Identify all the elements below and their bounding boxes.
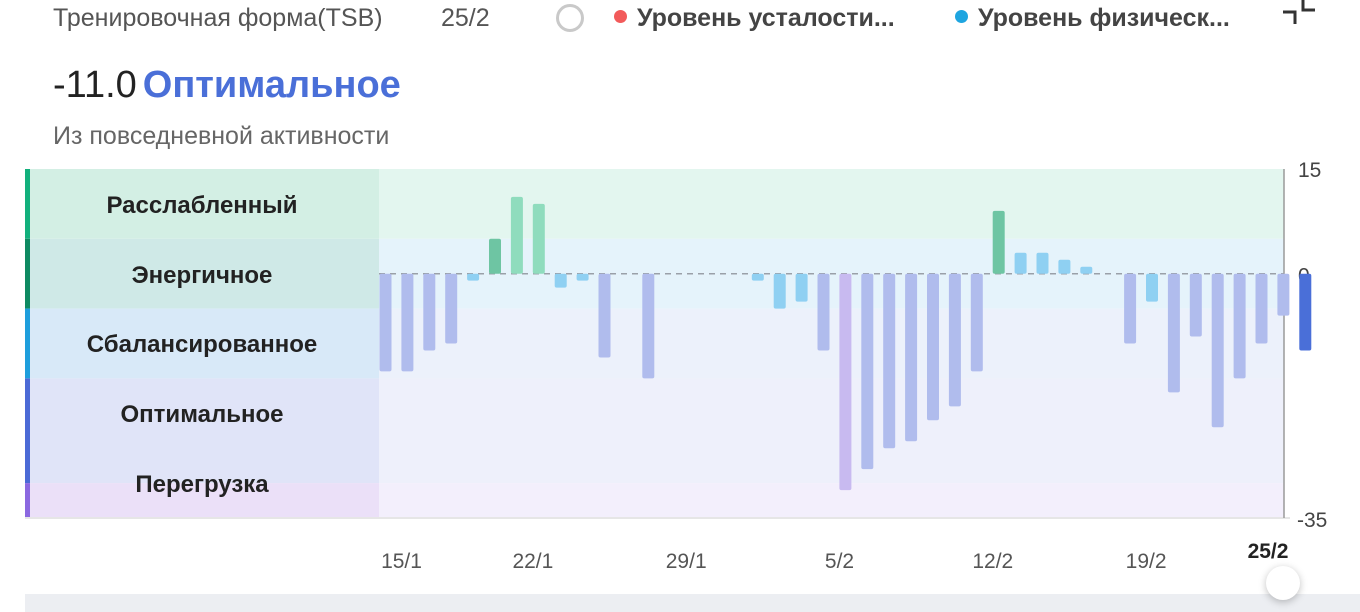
bar (401, 273, 414, 372)
bar (1255, 273, 1268, 344)
zone-band (379, 378, 1284, 484)
zone-label-bg (25, 308, 379, 379)
bar (905, 273, 918, 442)
tsb-chart: Расслабленный Энергичное Сбалансированное О… (25, 159, 1327, 573)
bar (992, 210, 1005, 274)
bar (795, 273, 808, 302)
bar (445, 273, 458, 344)
zone-indicator (25, 483, 30, 518)
bar (1036, 252, 1049, 274)
zone-label: Перегрузка (135, 471, 269, 498)
zone-label: Оптимальное (121, 401, 284, 428)
bar (861, 273, 874, 470)
bar (1233, 273, 1246, 379)
data-source: Из повседневной активности (53, 122, 390, 150)
zone-band (379, 308, 1284, 379)
zone-label-bg (25, 169, 379, 239)
x-tick-label: 5/2 (825, 550, 854, 573)
legend-fatigue-label: Уровень усталости... (637, 4, 895, 32)
bar (970, 273, 983, 372)
selected-date: 25/2 (441, 4, 490, 32)
bar (948, 273, 961, 407)
current-value: -11.0 Оптимальное (53, 64, 401, 107)
bar (1277, 273, 1290, 316)
bar (927, 273, 939, 421)
bar (1189, 273, 1202, 337)
bar (510, 196, 523, 274)
bar (598, 273, 611, 358)
bar (1124, 273, 1137, 344)
zone-band (379, 169, 1284, 239)
zone-band (379, 483, 1284, 518)
toggle-radio[interactable] (556, 4, 584, 32)
x-tick-label: 15/1 (381, 550, 422, 573)
zone-indicator (25, 238, 30, 309)
legend-fitness-label: Уровень физическ... (978, 4, 1230, 32)
zone-label-bg (25, 378, 379, 484)
expand-icon[interactable] (1283, 0, 1315, 26)
fatigue-dot-icon (614, 10, 627, 23)
legend-fitness[interactable]: Уровень физическ... (955, 4, 1230, 33)
timeline-scroll-handle[interactable] (1266, 566, 1300, 600)
zone-label: Расслабленный (106, 192, 297, 219)
bar (1058, 259, 1071, 274)
y-tick-label: 15 (1298, 159, 1321, 182)
x-tick-label: 12/2 (972, 550, 1013, 573)
bar (773, 273, 786, 309)
bar (1299, 273, 1312, 351)
zone-indicator (25, 308, 30, 379)
timeline-scrollbar[interactable] (25, 594, 1360, 612)
bar (1080, 266, 1093, 274)
zone-label: Сбалансированное (87, 331, 317, 358)
bar (1167, 273, 1180, 393)
legend-fatigue[interactable]: Уровень усталости... (614, 4, 895, 33)
zone-label: Энергичное (132, 262, 273, 289)
fitness-dot-icon (955, 10, 968, 23)
bar (576, 273, 589, 281)
bar (1014, 252, 1027, 274)
zone-indicator (25, 378, 30, 484)
x-tick-label: 29/1 (666, 550, 707, 573)
bar (423, 273, 436, 351)
tsb-value: -11.0 (53, 64, 137, 106)
bar (839, 273, 852, 491)
bar (532, 203, 545, 274)
tsb-state: Оптимальное (142, 64, 401, 106)
x-tick-label: 22/1 (512, 550, 553, 573)
x-tick-label: 19/2 (1126, 550, 1167, 573)
chart-title: Тренировочная форма(TSB) (53, 4, 383, 32)
x-tick-label: 25/2 (1248, 540, 1289, 563)
y-tick-label: -35 (1297, 509, 1327, 532)
zone-label-bg (25, 238, 379, 309)
bar (489, 238, 501, 274)
bar (751, 273, 764, 281)
bar (883, 273, 896, 449)
zone-indicator (25, 169, 30, 239)
bar (642, 273, 655, 379)
zone-label-bg (25, 483, 379, 518)
chart-header: Тренировочная форма(TSB) 25/2 Уровень ус… (0, 0, 1360, 44)
bar (467, 273, 480, 281)
bar (1211, 273, 1224, 428)
bar (817, 273, 830, 351)
bar (379, 273, 392, 372)
bar (554, 273, 567, 288)
bar (1146, 273, 1158, 302)
